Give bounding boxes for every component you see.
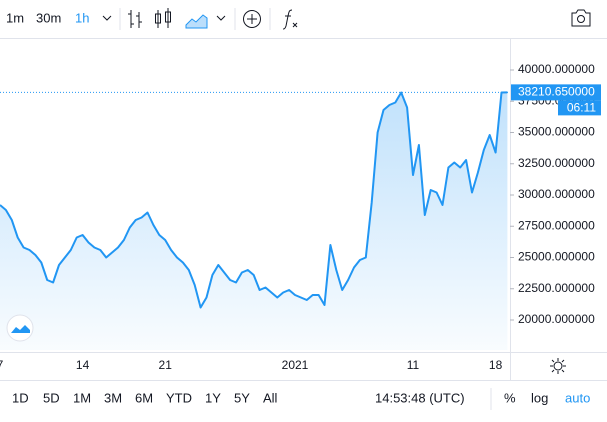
bottom-toolbar: 1D 5D 1M 3M 6M YTD 1Y 5Y All 14:53:48 (U… (12, 388, 590, 410)
y-tick-label: 32500.000000 (518, 156, 595, 170)
auto-toggle[interactable]: auto (565, 390, 590, 405)
range-button[interactable]: 5D (43, 390, 60, 405)
y-tick-label: 40000.000000 (518, 62, 595, 76)
last-price-label: 38210.650000 (518, 85, 595, 99)
range-button[interactable]: 6M (135, 390, 153, 405)
x-tick-label: 11 (407, 358, 420, 372)
interval-button[interactable]: 30m (36, 10, 61, 25)
x-tick-label: 21 (159, 358, 173, 372)
x-tick-label: 7 (0, 358, 4, 372)
x-tick-label: 18 (489, 358, 503, 372)
compare-icon[interactable] (243, 10, 261, 28)
candles-icon[interactable] (165, 11, 171, 23)
snapshot-icon[interactable] (571, 9, 591, 27)
y-tick-label: 30000.000000 (518, 187, 595, 201)
price-line (0, 91, 508, 309)
clock: 14:53:48 (UTC) (375, 390, 465, 405)
range-button[interactable]: All (263, 390, 278, 405)
area-fill (0, 92, 508, 351)
logo[interactable] (6, 314, 34, 342)
x-tick-label: 14 (76, 358, 90, 372)
logo (11, 325, 30, 333)
range-button[interactable]: 5Y (234, 390, 250, 405)
y-tick-label: 20000.000000 (518, 312, 595, 326)
percent-toggle[interactable]: % (504, 390, 516, 405)
y-tick-label: 27500.000000 (518, 218, 595, 232)
indicators-icon[interactable] (282, 9, 298, 30)
area-icon[interactable] (185, 14, 208, 29)
compare-icon[interactable] (247, 14, 257, 24)
range-button[interactable]: 3M (104, 390, 122, 405)
log-toggle[interactable]: log (531, 390, 548, 405)
top-toolbar: 1m 30m 1h (6, 8, 591, 30)
plot-area: 40000.00000037500.00000035000.0000003250… (0, 62, 595, 372)
dropdown-icon[interactable] (216, 15, 226, 21)
y-tick-label: 22500.000000 (518, 281, 595, 295)
interval-button[interactable]: 1m (6, 10, 24, 25)
settings-icon[interactable] (550, 358, 566, 374)
dropdown-icon[interactable] (102, 15, 112, 21)
y-tick-label: 25000.000000 (518, 250, 595, 264)
bars-icon[interactable] (128, 10, 142, 28)
interval-button[interactable]: 1h (75, 10, 89, 25)
settings-icon[interactable] (553, 361, 563, 371)
countdown: 06:11 (567, 101, 596, 115)
range-button[interactable]: 1M (73, 390, 91, 405)
x-tick-label: 2021 (282, 358, 309, 372)
range-button[interactable]: YTD (166, 390, 192, 405)
candles-icon[interactable] (157, 8, 169, 28)
countdown-tag (558, 100, 601, 116)
range-button[interactable]: 1D (12, 390, 29, 405)
snapshot-icon[interactable] (577, 15, 585, 23)
y-tick-label: 35000.000000 (518, 125, 595, 139)
last-price-tag (511, 84, 601, 101)
candles-icon[interactable] (155, 13, 161, 24)
range-button[interactable]: 1Y (205, 390, 221, 405)
